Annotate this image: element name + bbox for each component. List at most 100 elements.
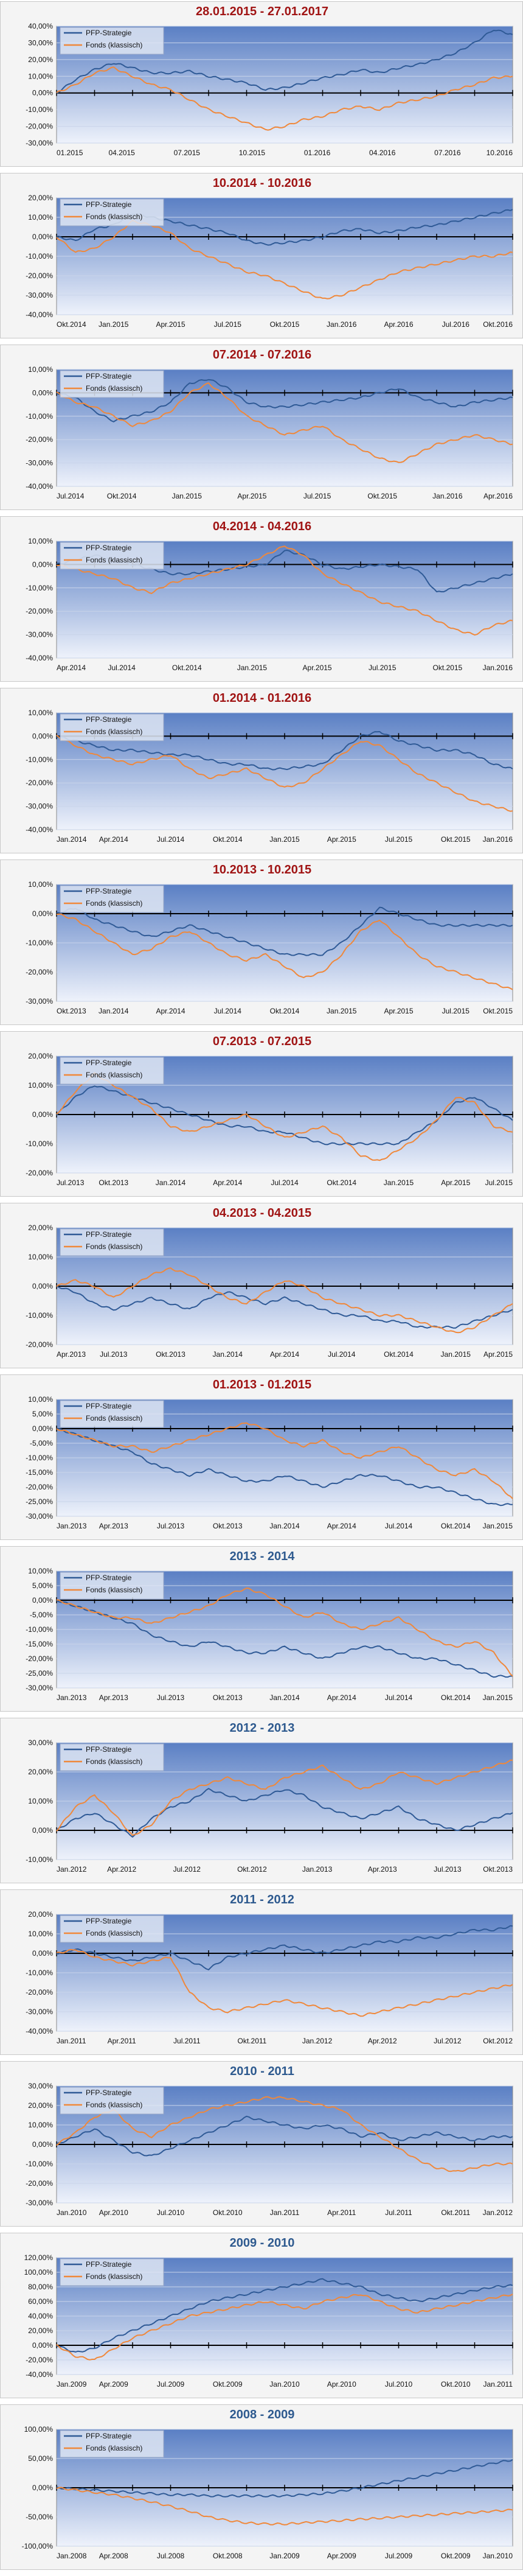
x-tick-label: Jul.2015	[442, 1007, 470, 1015]
legend-label: Fonds (klassisch)	[86, 2444, 142, 2452]
chart-title: 07.2013 - 07.2015	[212, 1035, 312, 1048]
chart-title: 04.2013 - 04.2015	[212, 1206, 312, 1220]
x-tick-label: Okt.2014	[213, 835, 243, 844]
legend-box	[60, 1743, 164, 1771]
y-tick-label: 10,00%	[28, 365, 53, 374]
series-fonds-line	[56, 545, 513, 636]
x-tick-label: Jul.2010	[157, 2208, 185, 2217]
chart-svg: 120,00% 100,00% 80,00% 60,00% 40,00% 20,00% 0,…	[24, 2253, 513, 2389]
x-tick-label: Apr.2015	[384, 1007, 413, 1015]
y-tick-label: -20,00%	[26, 1340, 53, 1349]
y-tick-label: 40,00%	[28, 22, 53, 30]
legend: PFP-Strategie Fonds (klassisch)	[60, 27, 164, 55]
legend: PFP-Strategie Fonds (klassisch)	[60, 2430, 164, 2458]
chart-panel: 07.2013 - 07.2015 20,00% 10,00% 0,00% -10,00…	[0, 1031, 523, 1197]
y-tick-label: 20,00%	[28, 1768, 53, 1776]
y-tick-label: -10,00%	[26, 755, 53, 764]
x-tick-label: Okt.2015	[441, 835, 471, 844]
y-tick-label: -30,00%	[26, 291, 53, 299]
y-tick-label: 0,00%	[32, 233, 53, 241]
x-tick-label: Jan.2015	[172, 492, 203, 500]
y-tick-label: -20,00%	[26, 2179, 53, 2188]
legend: PFP-Strategie Fonds (klassisch)	[60, 370, 164, 398]
x-tick-label: Apr.2014	[99, 835, 128, 844]
chart-svg: 10,00% 5,00% 0,00% -5,00% -10,00% -15,00% -20,…	[26, 1395, 513, 1530]
x-tick-label: Apr.2012	[107, 1865, 136, 1874]
series-fonds-line	[56, 2096, 513, 2172]
legend-label: PFP-Strategie	[86, 200, 132, 209]
x-tick-label: Apr.2013	[368, 1865, 397, 1874]
x-tick-label: Okt.2014	[327, 1178, 356, 1187]
x-tick-label: Apr.2015	[327, 835, 356, 844]
x-tick-label: Jan.2014	[57, 835, 87, 844]
y-tick-label: 0,00%	[32, 732, 53, 740]
y-tick-label: 120,00%	[24, 2253, 54, 2262]
chart-title: 01.2013 - 01.2015	[212, 1378, 312, 1391]
legend-label: PFP-Strategie	[86, 2088, 132, 2097]
y-tick-label: 0,00%	[32, 2483, 53, 2492]
legend-label: PFP-Strategie	[86, 1573, 132, 1582]
series-fonds-line	[56, 735, 513, 812]
y-tick-label: -10,00%	[26, 105, 53, 114]
y-tick-label: 10,00%	[28, 2121, 53, 2129]
legend: PFP-Strategie Fonds (klassisch)	[60, 542, 164, 570]
y-tick-label: 0,00%	[32, 1949, 53, 1958]
legend: PFP-Strategie Fonds (klassisch)	[60, 1915, 164, 1943]
legend-label: Fonds (klassisch)	[86, 1586, 142, 1594]
legend-label: PFP-Strategie	[86, 372, 132, 380]
x-tick-label: Jul.2014	[328, 1350, 356, 1359]
x-tick-label: Jan.2015	[269, 835, 300, 844]
chart-title: 04.2014 - 04.2016	[212, 520, 312, 533]
legend: PFP-Strategie Fonds (klassisch)	[60, 1572, 164, 1600]
y-tick-label: -100,00%	[22, 2542, 54, 2550]
legend: PFP-Strategie Fonds (klassisch)	[60, 885, 164, 913]
chart-title: 2008 - 2009	[229, 2408, 295, 2421]
y-tick-label: -30,00%	[26, 997, 53, 1006]
x-tick-label: Okt.2009	[213, 2380, 243, 2389]
y-tick-label: -30,00%	[26, 1512, 53, 1521]
chart-panel: 07.2014 - 07.2016 10,00% 0,00% -10,00% -20,0…	[0, 345, 523, 510]
legend: PFP-Strategie Fonds (klassisch)	[60, 1400, 164, 1428]
chart-svg: 10,00% 0,00% -10,00% -20,00% -30,00% -40,00% J…	[26, 709, 513, 844]
y-tick-label: -30,00%	[26, 2199, 53, 2207]
x-tick-label: Okt.2013	[213, 1522, 243, 1530]
series-pfp-line	[56, 1600, 513, 1678]
series-pfp-line	[56, 2115, 513, 2157]
y-tick-label: -30,00%	[26, 459, 53, 467]
series-pfp-line	[56, 29, 513, 94]
y-tick-label: -20,00%	[26, 968, 53, 976]
x-tick-label: Okt.2010	[441, 2380, 471, 2389]
y-tick-label: -20,00%	[26, 779, 53, 787]
chart-svg: 40,00% 30,00% 20,00% 10,00% 0,00% -10,00% -20,…	[26, 22, 513, 157]
x-tick-label: Jan.2010	[269, 2380, 300, 2389]
y-tick-label: 60,00%	[28, 2297, 53, 2306]
legend-label: Fonds (klassisch)	[86, 2272, 142, 2281]
x-tick-label: Jan.2014	[269, 1522, 300, 1530]
y-tick-label: -10,00%	[26, 1139, 53, 1148]
y-tick-label: -10,00%	[26, 252, 53, 261]
x-tick-label: Apr.2013	[99, 1693, 128, 1702]
x-tick-label: Jul.2015	[214, 320, 242, 329]
legend: PFP-Strategie Fonds (klassisch)	[60, 713, 164, 741]
chart-svg: 10,00% 0,00% -10,00% -20,00% -30,00% -40,00% J…	[26, 365, 513, 500]
x-tick-label: Apr.2016	[384, 320, 413, 329]
x-tick-label: Okt.2014	[57, 320, 86, 329]
x-tick-label: Jul.2009	[157, 2380, 185, 2389]
y-tick-label: -50,00%	[26, 2513, 53, 2521]
chart-panel: 2011 - 2012 20,00% 10,00% 0,00% -10,00% -20,0…	[0, 1889, 523, 2055]
y-tick-label: 0,00%	[32, 1282, 53, 1290]
series-pfp-line	[57, 906, 513, 956]
x-tick-label: Jan.2011	[270, 2208, 300, 2217]
y-tick-label: -10,00%	[26, 1855, 53, 1864]
y-tick-label: 40,00%	[28, 2312, 53, 2320]
y-tick-label: -20,00%	[26, 1988, 53, 1997]
y-tick-label: 10,00%	[28, 1930, 53, 1938]
legend-box	[60, 2258, 164, 2286]
x-tick-label: Apr.2015	[303, 663, 332, 672]
x-tick-label: 04.2015	[108, 149, 135, 157]
series-fonds-line	[56, 382, 513, 463]
x-tick-label: Jan.2015	[483, 1693, 513, 1702]
series-fonds-line	[56, 1267, 513, 1334]
legend-box	[60, 542, 164, 570]
legend-label: PFP-Strategie	[86, 544, 132, 552]
